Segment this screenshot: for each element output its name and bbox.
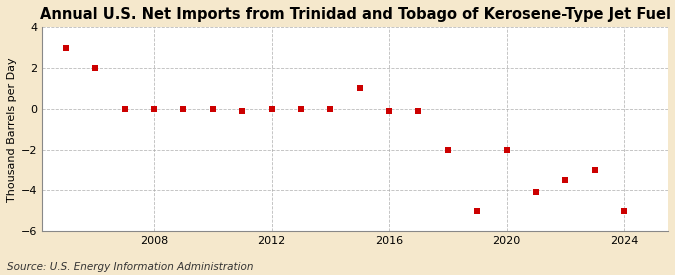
Point [354, 86, 365, 91]
Point [589, 168, 600, 172]
Title: Annual U.S. Net Imports from Trinidad and Tobago of Kerosene-Type Jet Fuel: Annual U.S. Net Imports from Trinidad an… [40, 7, 671, 22]
Point [90, 66, 101, 70]
Point [296, 107, 306, 111]
Text: Source: U.S. Energy Information Administration: Source: U.S. Energy Information Administ… [7, 262, 253, 272]
Point [237, 109, 248, 113]
Point [325, 107, 335, 111]
Point [618, 209, 629, 213]
Point [501, 147, 512, 152]
Point [413, 109, 424, 113]
Y-axis label: Thousand Barrels per Day: Thousand Barrels per Day [7, 57, 17, 202]
Point [383, 109, 394, 113]
Point [207, 107, 218, 111]
Point [61, 45, 72, 50]
Point [148, 107, 159, 111]
Point [178, 107, 189, 111]
Point [560, 178, 570, 182]
Point [119, 107, 130, 111]
Point [442, 147, 453, 152]
Point [266, 107, 277, 111]
Point [531, 190, 541, 195]
Point [472, 209, 483, 213]
